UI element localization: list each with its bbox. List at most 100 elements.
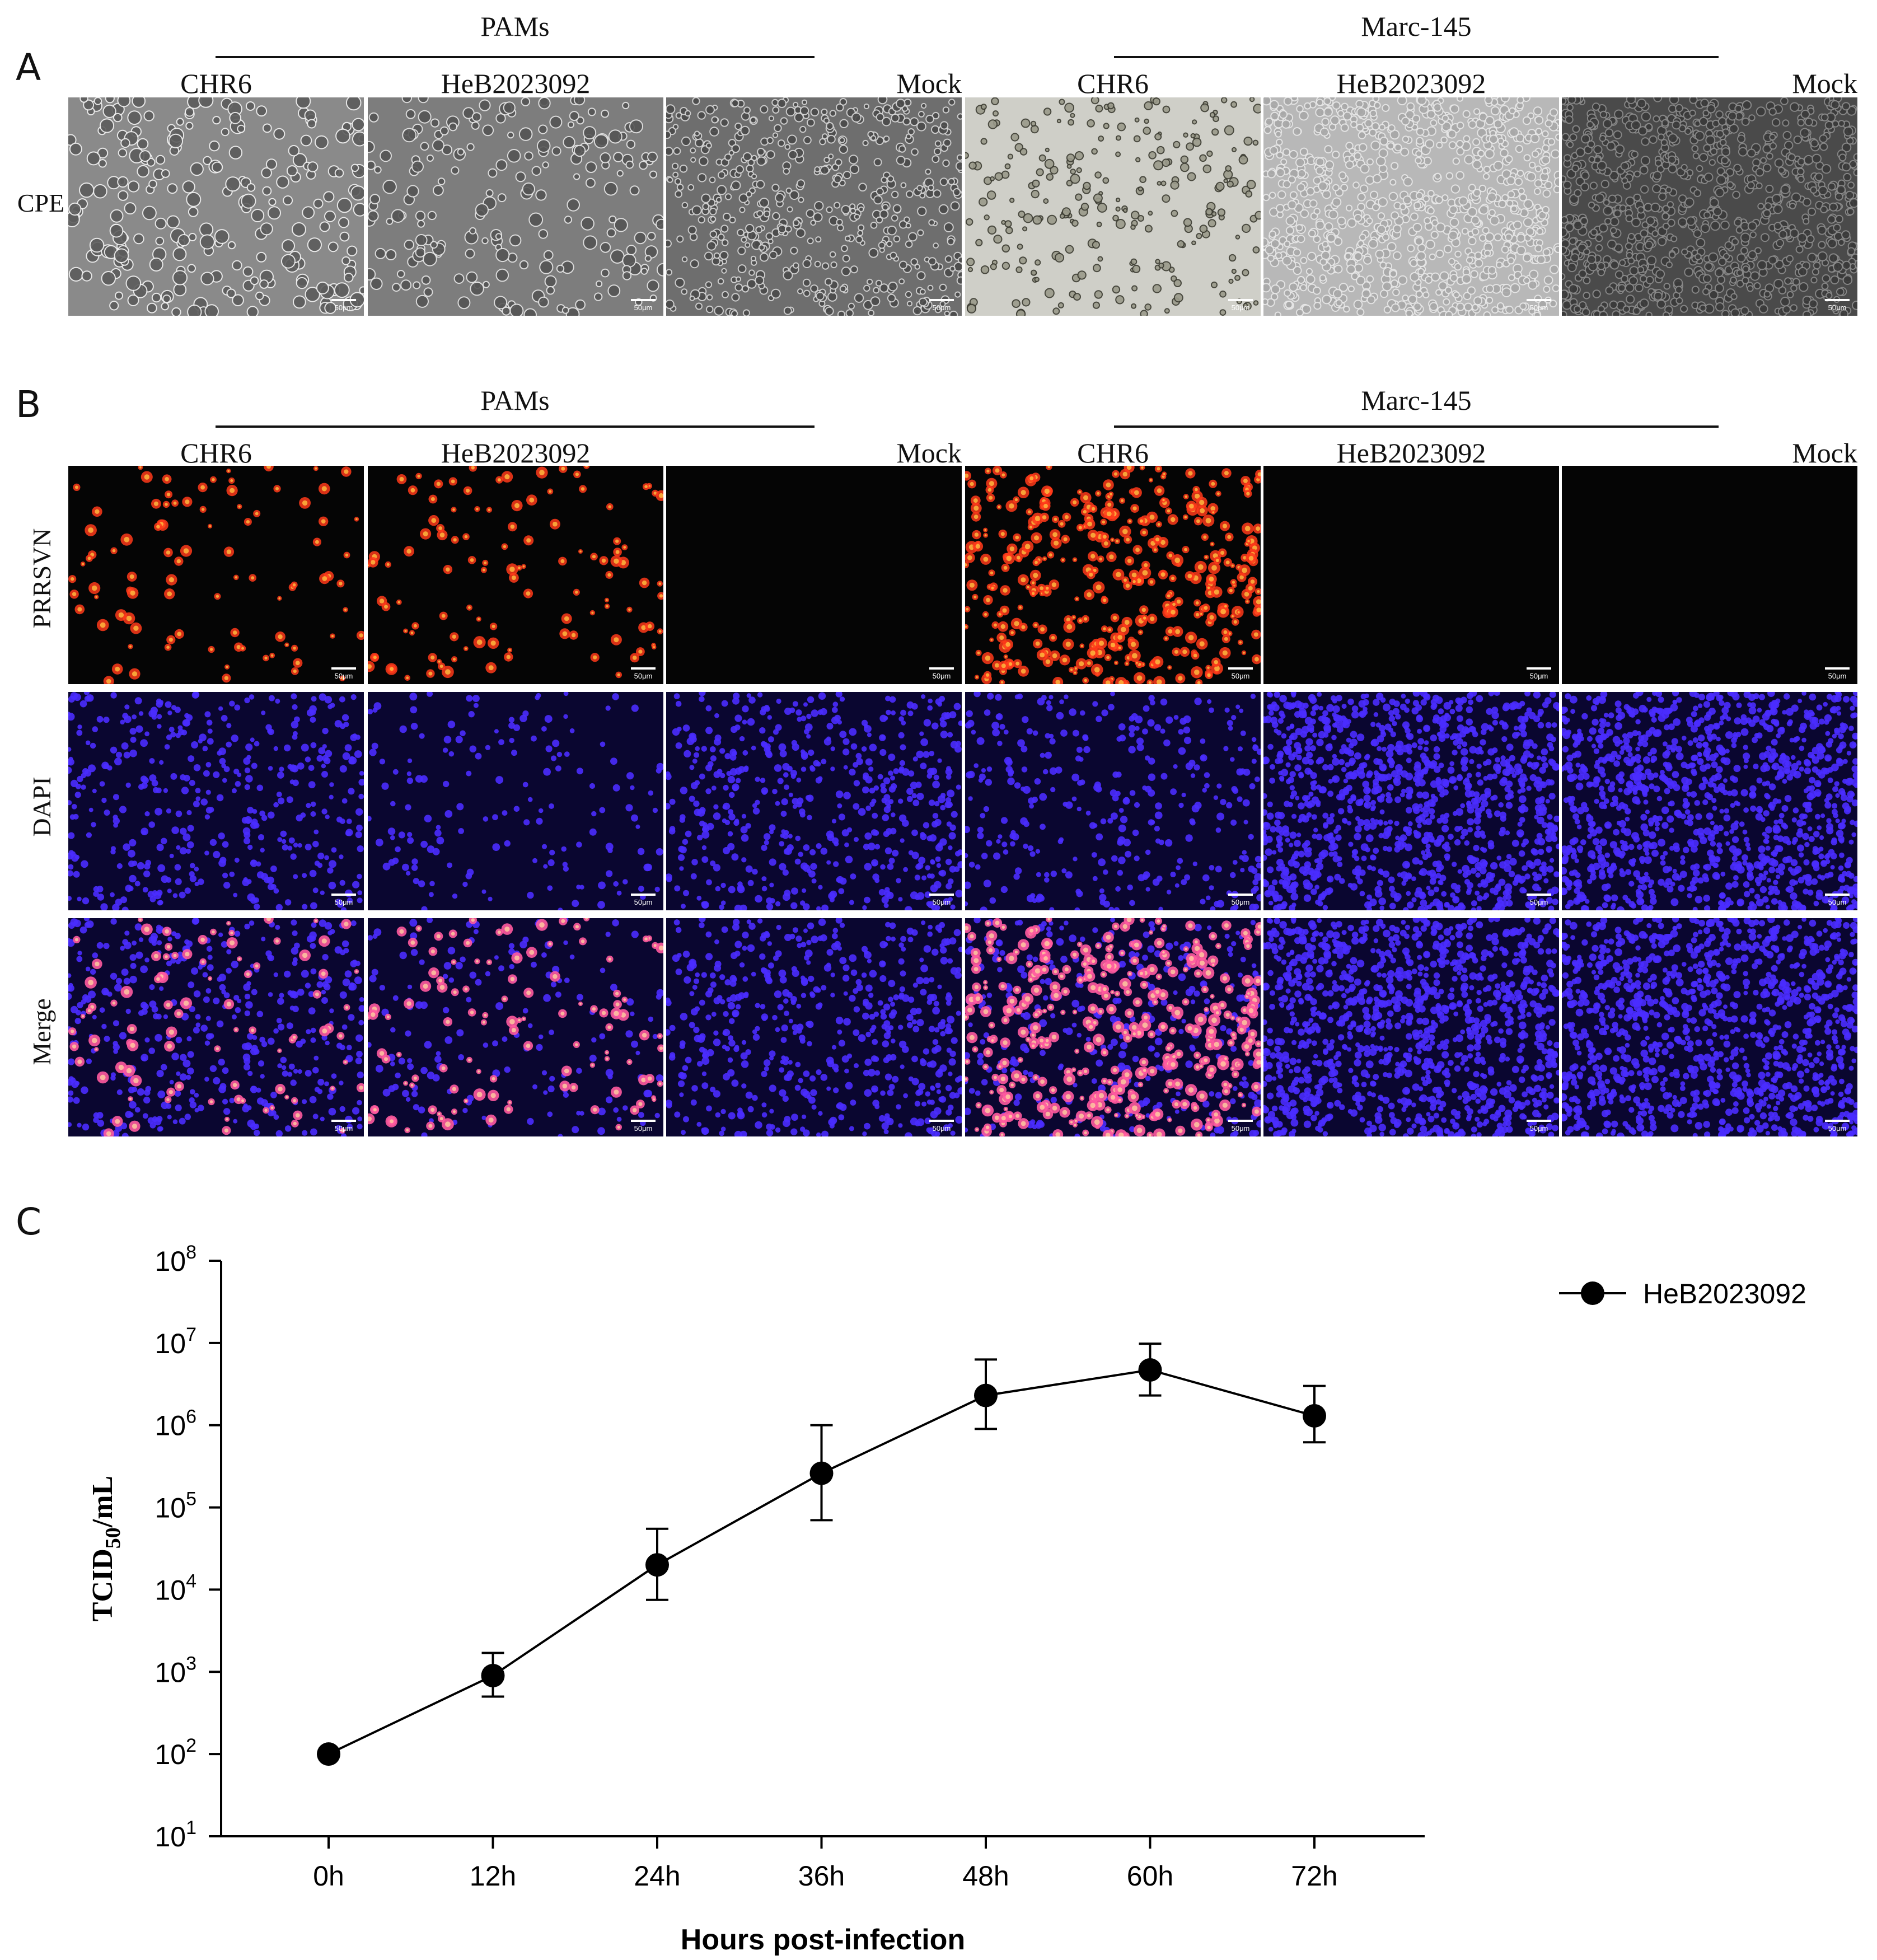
x-tick-label: 36h bbox=[798, 1860, 845, 1892]
chart-ticks: 101 102 103 104 105 106 107 108 0h 12h 24h 36h 48h 60… bbox=[155, 1242, 1337, 1892]
scale-bar-label: 50μm bbox=[335, 672, 353, 680]
panel-b-letter: B bbox=[16, 383, 41, 426]
scale-bar-label: 50μm bbox=[634, 1124, 653, 1133]
y-tick-label: 101 bbox=[155, 1817, 196, 1853]
panel-b-col-marc-mock: Mock bbox=[1792, 437, 1857, 469]
y-tick-label: 102 bbox=[155, 1735, 196, 1770]
cpe-image-5: 50μm bbox=[1263, 97, 1559, 316]
scale-bar-label: 50μm bbox=[933, 1124, 951, 1133]
panel-b-row-prrsvn: PRRSVN bbox=[27, 528, 56, 629]
y-axis-label: TCID50/mL bbox=[87, 1476, 125, 1621]
cpe-image-3: 50μm bbox=[666, 97, 962, 316]
panel-b-group-line-marc145 bbox=[1114, 425, 1719, 428]
dapi-image-4: 50μm bbox=[965, 692, 1261, 910]
scale-bar-label: 50μm bbox=[335, 1124, 353, 1133]
dapi-image-1: 50μm bbox=[68, 692, 364, 910]
prrsvn-image-2: 50μm bbox=[368, 466, 663, 684]
panel-b-row-merge: Merge bbox=[27, 998, 56, 1065]
panel-b-group-marc145: Marc-145 bbox=[1361, 385, 1472, 416]
dapi-image-6: 50μm bbox=[1562, 692, 1857, 910]
x-tick-label: 60h bbox=[1127, 1860, 1173, 1892]
cpe-image-1: 50μm bbox=[68, 97, 364, 316]
prrsvn-image-5: 50μm bbox=[1263, 466, 1559, 684]
x-tick-label: 0h bbox=[313, 1860, 344, 1892]
panel-a-row-cpe: CPE bbox=[17, 189, 65, 217]
x-axis-label: Hours post-infection bbox=[681, 1924, 965, 1956]
panel-a-col-marc-mock: Mock bbox=[1792, 68, 1857, 99]
x-tick-label: 48h bbox=[962, 1860, 1009, 1892]
x-tick-label: 12h bbox=[470, 1860, 516, 1892]
panel-b-group-pams: PAMs bbox=[480, 385, 550, 416]
prrsvn-image-3: 50μm bbox=[666, 466, 962, 684]
merge-image-4: 50μm bbox=[965, 918, 1261, 1136]
scale-bar-label: 50μm bbox=[1828, 303, 1847, 312]
panel-b-col-marc-heb: HeB2023092 bbox=[1336, 437, 1486, 469]
dapi-image-3: 50μm bbox=[666, 692, 962, 910]
scale-bar-label: 50μm bbox=[1828, 1124, 1847, 1133]
panel-b-group-line-pams bbox=[216, 425, 815, 428]
scale-bar-label: 50μm bbox=[335, 898, 353, 906]
data-point bbox=[809, 1461, 834, 1485]
legend-label: HeB2023092 bbox=[1643, 1278, 1806, 1309]
panel-a-col-marc-heb: HeB2023092 bbox=[1336, 68, 1486, 99]
panel-a-group-marc145: Marc-145 bbox=[1361, 11, 1472, 42]
scale-bar-label: 50μm bbox=[1232, 672, 1250, 680]
scale-bar-label: 50μm bbox=[634, 672, 653, 680]
scale-bar-label: 50μm bbox=[1828, 672, 1847, 680]
data-point bbox=[1303, 1404, 1326, 1428]
panel-a-col-pams-heb: HeB2023092 bbox=[441, 68, 591, 99]
chart-legend: HeB2023092 bbox=[1559, 1278, 1806, 1309]
prrsvn-image-1: 50μm bbox=[68, 466, 364, 684]
y-tick-label: 103 bbox=[155, 1653, 196, 1688]
cpe-image-6: 50μm bbox=[1562, 97, 1857, 316]
panel-c-letter: C bbox=[16, 1200, 42, 1243]
panel-a-col-pams-mock: Mock bbox=[896, 68, 962, 99]
panel-a-letter: A bbox=[16, 46, 41, 89]
scale-bar-label: 50μm bbox=[1828, 898, 1847, 906]
scale-bar-label: 50μm bbox=[335, 303, 353, 312]
scale-bar-label: 50μm bbox=[1232, 1124, 1250, 1133]
prrsvn-image-6: 50μm bbox=[1562, 466, 1857, 684]
y-tick-label: 108 bbox=[155, 1242, 196, 1277]
merge-image-1: 50μm bbox=[68, 918, 364, 1136]
scale-bar-label: 50μm bbox=[1232, 898, 1250, 906]
merge-image-3: 50μm bbox=[666, 918, 962, 1136]
data-point bbox=[974, 1383, 998, 1407]
scale-bar-label: 50μm bbox=[634, 898, 653, 906]
scale-bar-label: 50μm bbox=[1530, 898, 1548, 906]
legend-marker bbox=[1581, 1281, 1604, 1305]
dapi-image-5: 50μm bbox=[1263, 692, 1559, 910]
data-point bbox=[317, 1742, 340, 1766]
panel-a-col-marc-chr6: CHR6 bbox=[1077, 68, 1149, 99]
panel-a-col-pams-chr6: CHR6 bbox=[180, 68, 252, 99]
panel-a-group-pams: PAMs bbox=[480, 11, 550, 42]
cpe-image-2: 50μm bbox=[368, 97, 663, 316]
scale-bar-label: 50μm bbox=[933, 303, 951, 312]
panel-b-col-pams-heb: HeB2023092 bbox=[441, 437, 591, 469]
x-tick-label: 24h bbox=[634, 1860, 680, 1892]
scale-bar-label: 50μm bbox=[1232, 303, 1250, 312]
scale-bar-label: 50μm bbox=[1530, 303, 1548, 312]
data-point bbox=[481, 1664, 505, 1687]
panel-b-col-pams-chr6: CHR6 bbox=[180, 437, 252, 469]
chart-series bbox=[317, 1342, 1326, 1766]
chart-axes bbox=[220, 1261, 1425, 1837]
scale-bar-label: 50μm bbox=[634, 303, 653, 312]
prrsvn-image-4: 50μm bbox=[965, 466, 1261, 684]
y-tick-label: 106 bbox=[155, 1406, 196, 1442]
x-tick-label: 72h bbox=[1291, 1860, 1337, 1892]
panel-a-group-line-pams bbox=[216, 56, 815, 58]
merge-image-6: 50μm bbox=[1562, 918, 1857, 1136]
y-tick-label: 104 bbox=[155, 1570, 196, 1606]
scale-bar-label: 50μm bbox=[1530, 672, 1548, 680]
scale-bar-label: 50μm bbox=[1530, 1124, 1548, 1133]
panel-b-col-pams-mock: Mock bbox=[896, 437, 962, 469]
data-point bbox=[1138, 1358, 1162, 1382]
scale-bar-label: 50μm bbox=[933, 672, 951, 680]
merge-image-2: 50μm bbox=[368, 918, 663, 1136]
merge-image-5: 50μm bbox=[1263, 918, 1559, 1136]
panel-a-group-line-marc145 bbox=[1114, 56, 1719, 58]
cpe-image-4: 50μm bbox=[965, 97, 1261, 316]
panel-b-col-marc-chr6: CHR6 bbox=[1077, 437, 1149, 469]
